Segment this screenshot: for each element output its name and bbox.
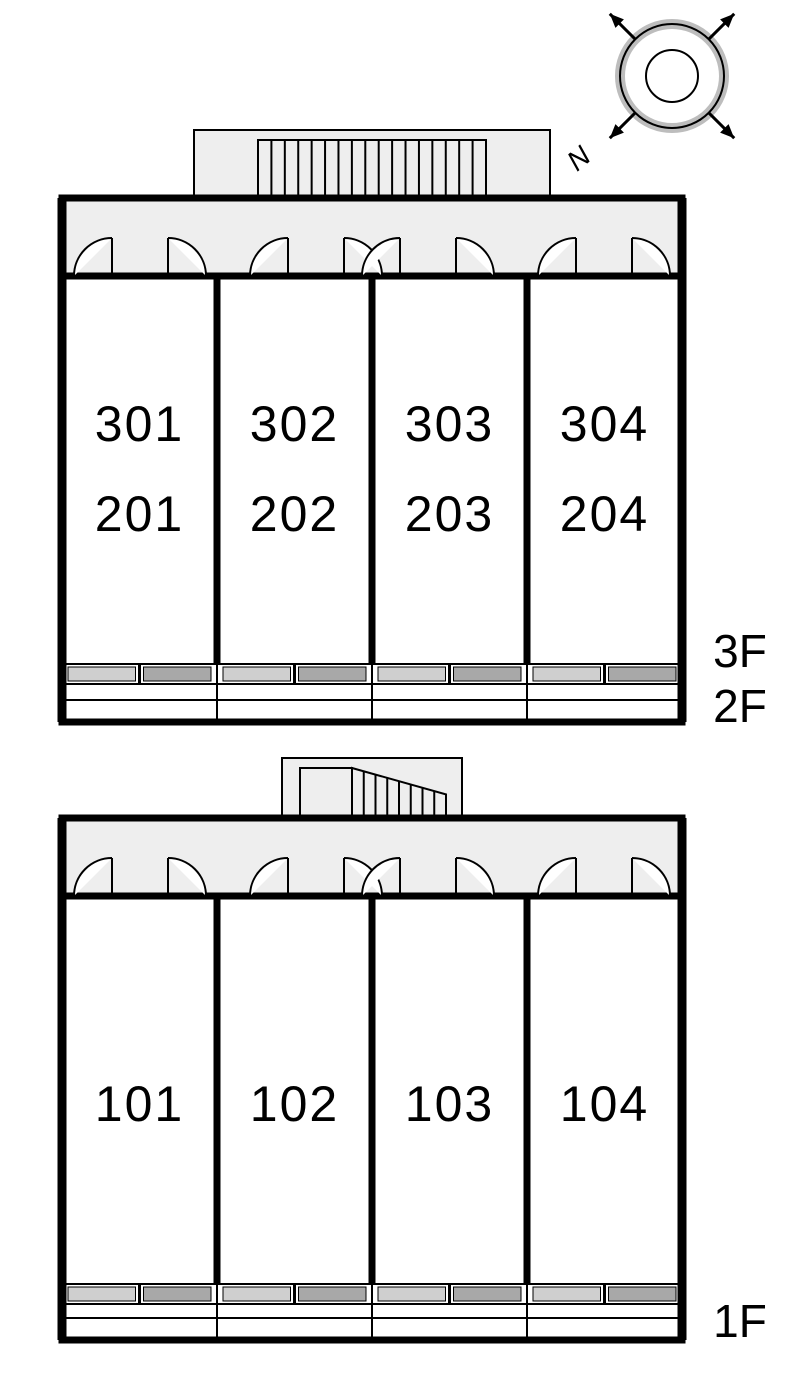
unit-303-203-label: 203 xyxy=(405,486,494,542)
svg-text:N: N xyxy=(561,140,597,177)
unit-301-201-label: 301 xyxy=(95,396,184,452)
unit-304-204-label: 204 xyxy=(560,486,649,542)
floor-label-2f: 2F xyxy=(713,680,767,732)
unit-302-202-label: 302 xyxy=(250,396,339,452)
compass-icon xyxy=(610,14,734,138)
upper-block: 301 201 302 202 303 203 304 204 xyxy=(62,130,682,722)
unit-103-label: 103 xyxy=(405,1076,494,1132)
lower-block: 101 102 103 104 xyxy=(62,758,682,1340)
floor-plan-diagram: N 301 201 302 202 303 203 304 204 101 102 103 104 3F2… xyxy=(0,0,800,1381)
floor-label-3f: 3F xyxy=(713,625,767,677)
unit-104-label: 104 xyxy=(560,1076,649,1132)
unit-304-204-label: 304 xyxy=(560,396,649,452)
unit-303-203-label: 303 xyxy=(405,396,494,452)
floor-label-1f: 1F xyxy=(713,1295,767,1347)
unit-301-201-label: 201 xyxy=(95,486,184,542)
unit-102-label: 102 xyxy=(250,1076,339,1132)
unit-101-label: 101 xyxy=(95,1076,184,1132)
unit-302-202-label: 202 xyxy=(250,486,339,542)
